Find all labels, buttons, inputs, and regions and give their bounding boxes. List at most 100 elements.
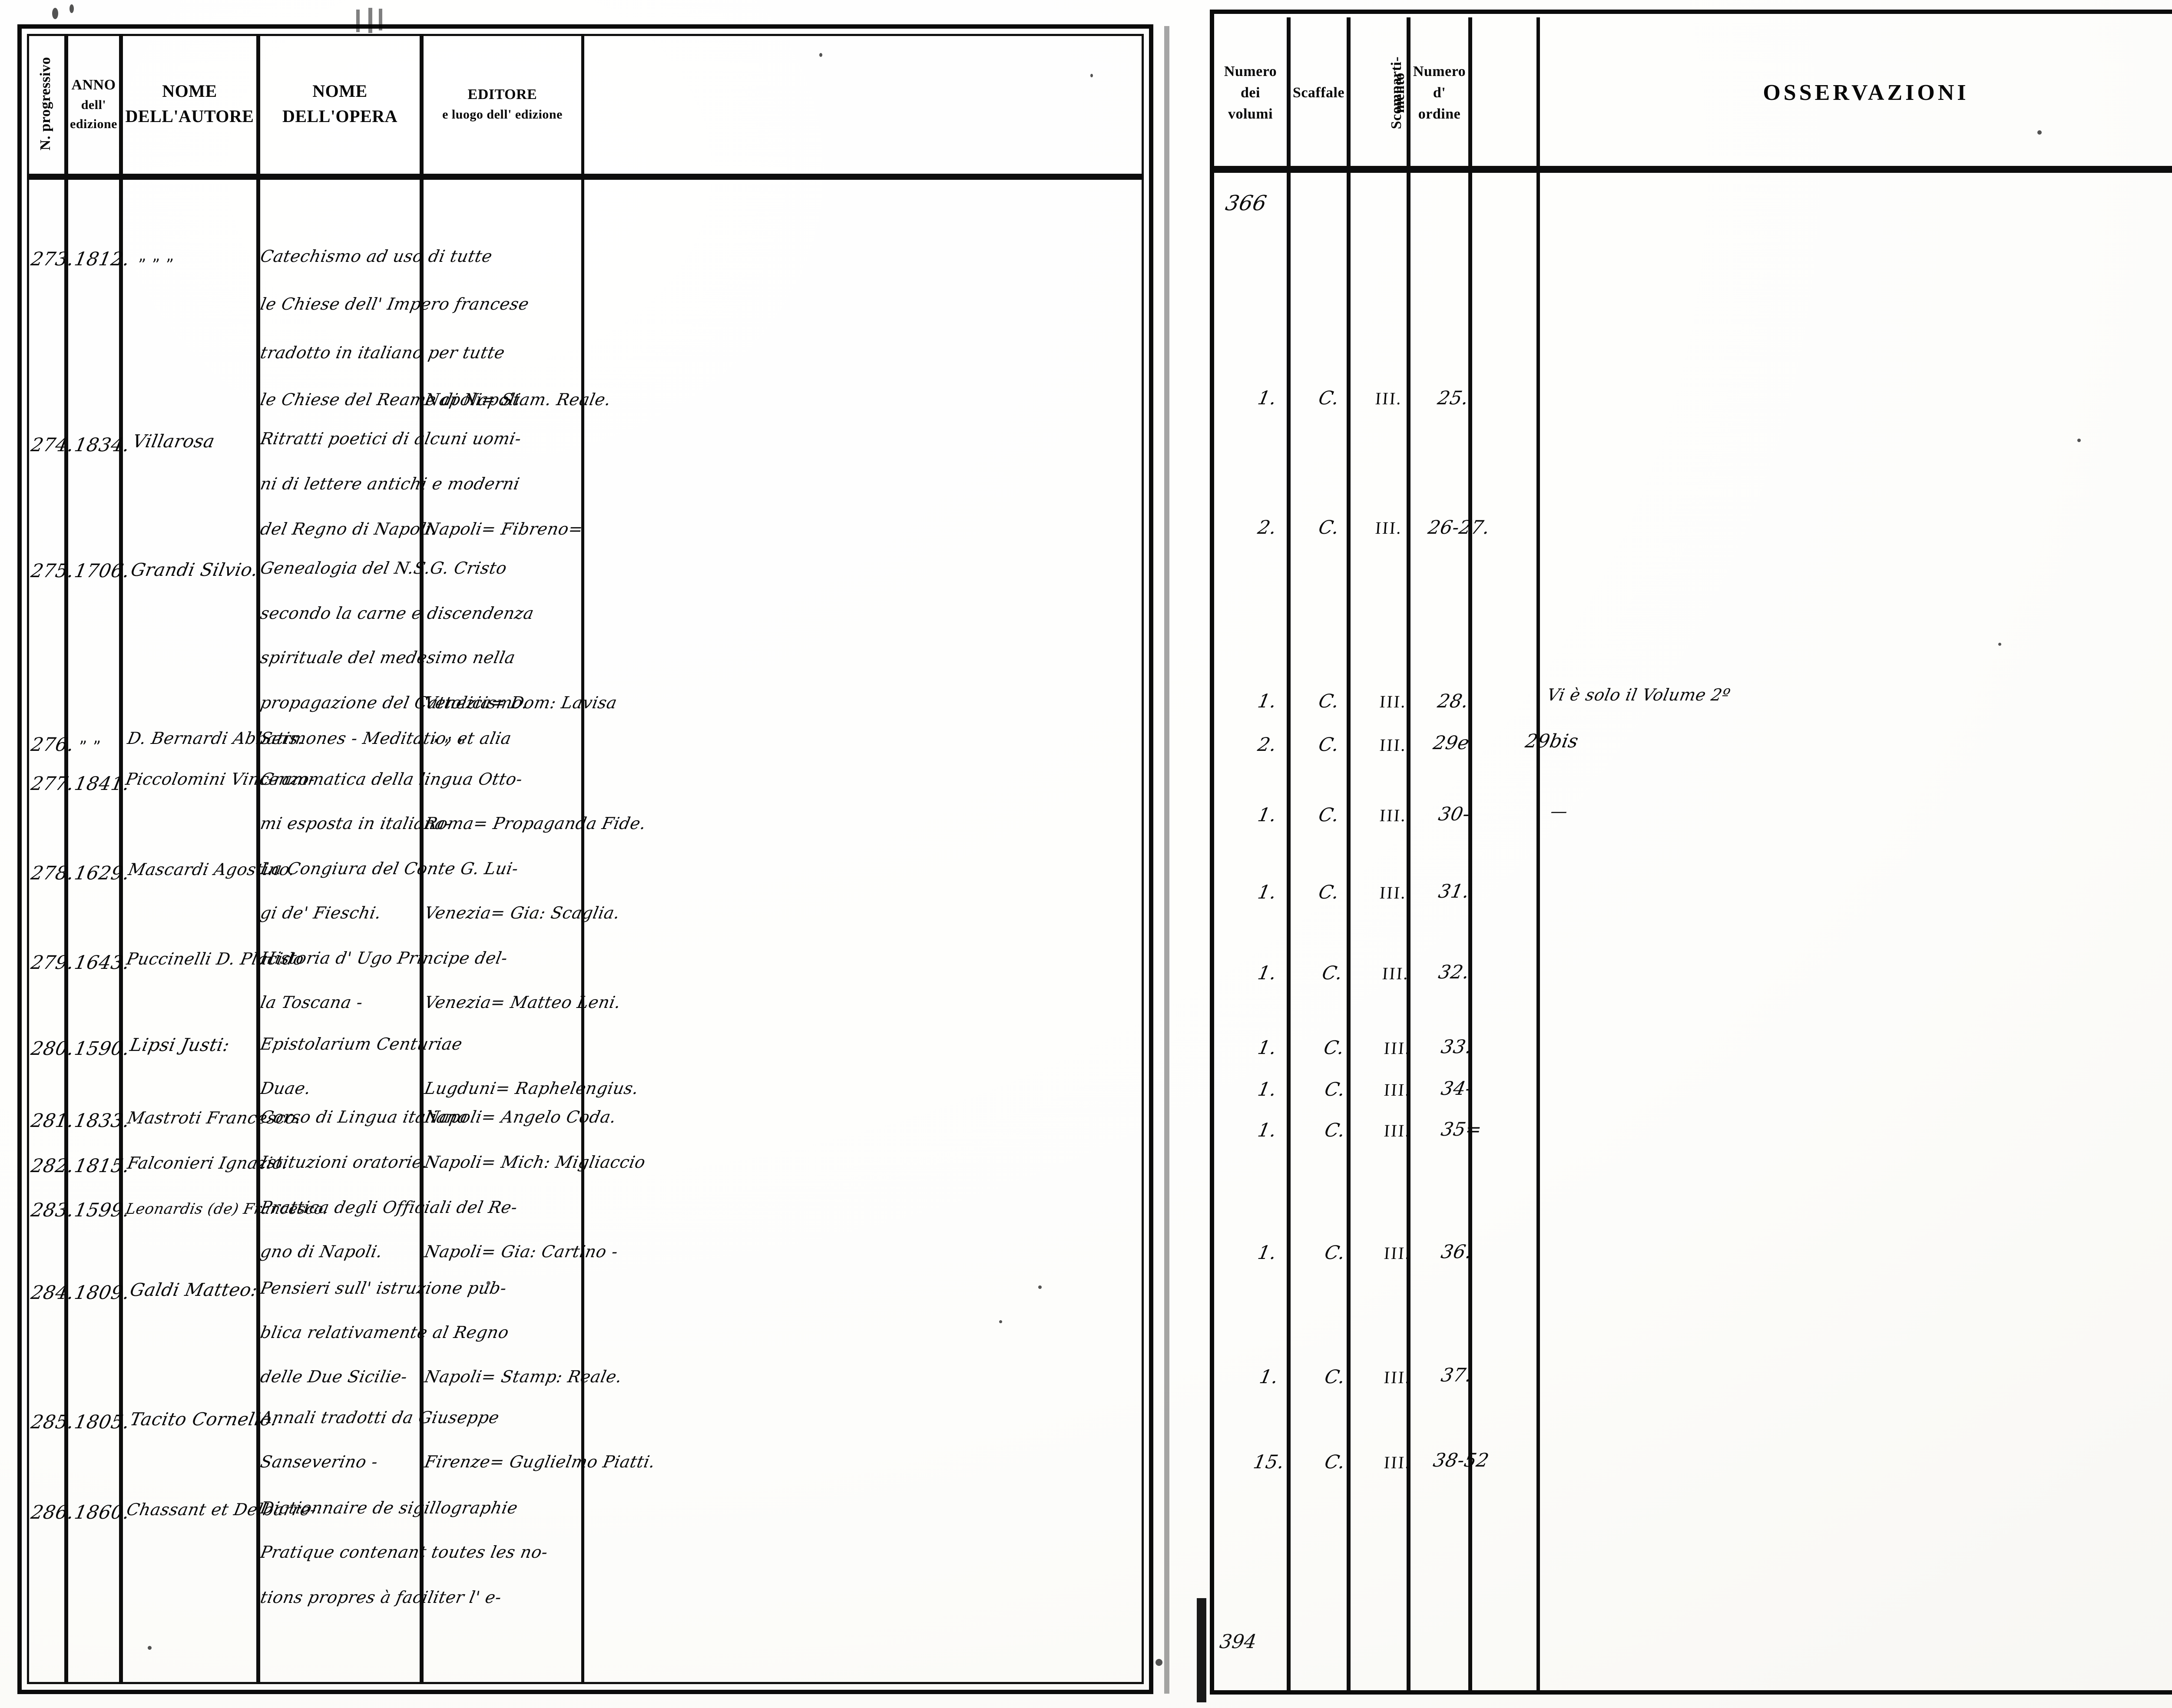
cell-volumi-13: 15.	[1252, 1451, 1287, 1473]
cell-anno-274: 1834.	[73, 434, 132, 456]
left-table-outer-border	[17, 24, 1153, 1694]
header-scaffale: Scaffale	[1291, 20, 1347, 166]
cell-editore-285: Firenze= Guglielmo Piatti.	[423, 1452, 657, 1471]
cell-editore-284: Napoli= Stamp: Reale.	[423, 1367, 624, 1386]
cell-n-279: 279.	[29, 952, 76, 974]
cell-scomparto-11: III.	[1383, 1243, 1412, 1263]
right-col-sep-scaffale	[1347, 17, 1351, 1691]
header-scompartimento: Scomparti- mento	[1351, 20, 1407, 166]
cell-scomparto-7: III.	[1381, 964, 1410, 983]
cell-opera-275-l2: secondo la carne e discendenza	[258, 604, 536, 623]
cell-scaffale-4: C.	[1317, 734, 1341, 756]
cell-editore-275: Venezia= Dom: Lavisa	[423, 693, 619, 712]
cell-opera-283-l2: gno di Napoli.	[258, 1242, 384, 1261]
header-anno: ANNO dell' edizione	[68, 34, 119, 174]
cell-opera-274-l3: del Regno di Napoli.	[258, 519, 439, 538]
cell-opera-278-l1: La Congiura del Conte G. Lui-	[258, 859, 520, 878]
cell-editore-ditto-276: ” ” ”	[430, 737, 467, 754]
cell-autore-280: Lipsi Justi:	[128, 1034, 232, 1055]
cell-opera-286-l2: Pratique contenant toutes les no-	[258, 1543, 550, 1562]
cell-anno-275: 1706.	[73, 560, 132, 582]
header-numero-volumi: Numero dei volumi	[1214, 20, 1287, 166]
cell-scaffale-10: C.	[1323, 1120, 1348, 1141]
cell-n-278: 278.	[29, 862, 76, 884]
cell-scomparto-12: III.	[1383, 1368, 1412, 1387]
cell-n-281: 281.	[29, 1110, 76, 1132]
left-col-sep-anno	[119, 34, 123, 1684]
cell-scomparto-10: III.	[1383, 1121, 1412, 1140]
cell-n-283: 283.	[29, 1199, 76, 1221]
cell-opera-279-l2: la Toscana -	[258, 993, 365, 1012]
header-editore-line1: EDITORE	[467, 86, 537, 102]
cell-scomparto-13: III.	[1383, 1453, 1412, 1472]
header-ordine-line2: d'	[1433, 84, 1446, 101]
cell-scomparto-6: III.	[1379, 883, 1407, 902]
cell-ordine-2: 26-27.	[1426, 517, 1492, 538]
right-table-outer-border	[1210, 10, 2172, 1695]
header-anno-line2: dell' edizione	[70, 98, 117, 131]
cell-editore-283: Napoli= Gia: Cartino -	[423, 1242, 620, 1261]
cell-autore-ditto-273: ” ” ”	[138, 256, 175, 274]
cell-n-286: 286.	[29, 1502, 76, 1523]
cell-scaffale-12: C.	[1323, 1366, 1348, 1388]
page-number: 394	[1218, 1631, 1258, 1653]
header-n-progressivo: N. progressivo	[27, 34, 64, 174]
cell-ordine-7: 32.	[1437, 961, 1472, 983]
cell-ordine-4: 29e	[1431, 732, 1471, 754]
left-col-sep-n	[64, 34, 68, 1684]
cell-anno-281: 1833.	[73, 1110, 132, 1132]
cell-scomparto-4: III.	[1379, 735, 1407, 755]
cell-scaffale-1: C.	[1317, 387, 1341, 409]
cell-ordine-1: 25.	[1436, 387, 1471, 409]
cell-scomparto-5: III.	[1379, 806, 1407, 825]
cell-anno-278: 1629.	[73, 862, 132, 884]
header-volumi-line2: dei	[1241, 84, 1260, 101]
cell-editore-273: Napoli= Stam. Reale.	[423, 390, 613, 409]
header-autore: NOME DELL'AUTORE	[123, 34, 256, 174]
cell-editore-277: Roma= Propaganda Fide.	[423, 814, 648, 833]
cell-opera-273-l2: le Chiese dell' Impero francese	[258, 294, 531, 314]
cell-editore-274: Napoli= Fibreno=	[423, 519, 585, 538]
running-total-top: 366	[1223, 191, 1269, 215]
cell-ordine-6: 31.	[1437, 881, 1472, 902]
cell-scaffale-13: C.	[1323, 1451, 1348, 1473]
cell-ordine-13: 38-52	[1431, 1450, 1491, 1471]
right-col-sep-osservazioni	[1536, 17, 1540, 1691]
cell-opera-285-l2: Sanseverino -	[258, 1452, 380, 1471]
cell-opera-275-l1: Genealogia del N.S.G. Cristo	[258, 558, 509, 578]
header-opera: NOME DELL'OPERA	[260, 34, 420, 174]
cell-scomparto-9: III.	[1383, 1080, 1412, 1100]
left-col-sep-autore	[256, 34, 260, 1684]
right-col-sep-ordine	[1468, 17, 1472, 1691]
cell-anno-285: 1805.	[73, 1411, 132, 1433]
cell-opera-282-l1: Istituzioni oratorie.	[258, 1153, 430, 1172]
cell-editore-278: Venezia= Gia: Scaglia.	[423, 903, 622, 922]
cell-opera-284-l1: Pensieri sull' istruzione pub-	[258, 1279, 509, 1298]
cell-opera-285-l1: Annali tradotti da Giuseppe	[258, 1408, 501, 1427]
cell-opera-277-l1: Grammatica della lingua Otto-	[258, 770, 524, 789]
cell-scomparto-1: III.	[1374, 389, 1403, 408]
cell-opera-280-l2: Duae.	[258, 1079, 313, 1098]
header-editore: EDITORE e luogo dell' edizione	[424, 34, 581, 174]
cell-opera-273-l3: tradotto in italiano per tutte	[258, 343, 507, 362]
cell-anno-277: 1841.	[73, 773, 132, 795]
header-autore-label: NOME DELL'AUTORE	[125, 81, 254, 126]
cell-anno-283: 1599.	[73, 1199, 132, 1221]
cell-scaffale-3: C.	[1317, 690, 1341, 712]
cell-autore-274: Villarosa	[131, 431, 217, 452]
left-header-rule	[27, 174, 1144, 180]
cell-anno-286: 1860.	[73, 1502, 132, 1523]
cell-opera-284-l3: delle Due Sicilie-	[258, 1367, 409, 1386]
cell-scaffale-8: C.	[1322, 1037, 1347, 1059]
right-col-sep-scomparti	[1407, 17, 1410, 1691]
cell-ordine-12: 37.	[1439, 1364, 1474, 1386]
cell-scaffale-11: C.	[1323, 1242, 1348, 1264]
cell-opera-273-l1: Catechismo ad uso di tutte	[258, 247, 494, 266]
cell-n-275: 275.	[29, 560, 76, 582]
header-editore-line2: e luogo dell' edizione	[442, 107, 563, 122]
header-scaffale-label: Scaffale	[1292, 84, 1345, 101]
cell-n-280: 280.	[29, 1038, 76, 1060]
cell-n-277: 277.	[29, 773, 76, 795]
cell-scaffale-2: C.	[1317, 517, 1341, 538]
